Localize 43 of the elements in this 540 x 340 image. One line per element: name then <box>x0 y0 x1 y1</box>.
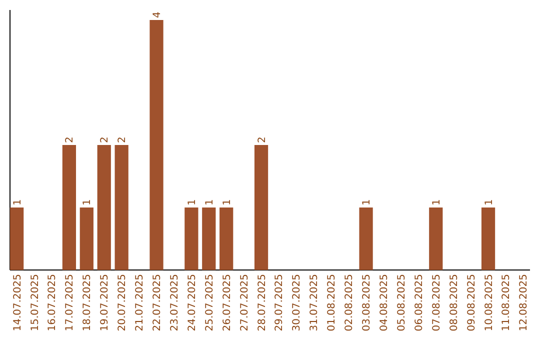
x-tick-label: 14.07.2025 <box>12 274 24 332</box>
data-label: 4 <box>152 12 163 18</box>
x-tick-label: 06.08.2025 <box>414 274 425 332</box>
x-tick-label: 18.07.2025 <box>82 274 94 332</box>
x-tick-label: 27.07.2025 <box>239 274 250 332</box>
x-tick-label: 12.08.2025 <box>518 274 530 332</box>
x-tick-label: 26.07.2025 <box>222 274 233 332</box>
x-tick-label: 22.07.2025 <box>152 274 163 332</box>
data-label: 2 <box>100 136 111 143</box>
x-tick-label: 19.07.2025 <box>100 274 111 332</box>
x-tick-label: 25.07.2025 <box>204 274 216 332</box>
data-label: 2 <box>256 136 268 143</box>
x-tick-label: 31.07.2025 <box>309 274 320 332</box>
data-label: 2 <box>64 136 76 143</box>
x-tick-label: 07.08.2025 <box>431 274 442 332</box>
x-tick-label: 05.08.2025 <box>396 274 408 332</box>
x-tick-label: 16.07.2025 <box>47 274 58 332</box>
x-tick-label: 02.08.2025 <box>344 274 356 332</box>
data-label: 1 <box>186 199 198 206</box>
x-tick-label: 24.07.2025 <box>186 274 198 332</box>
data-label: 1 <box>204 199 216 206</box>
x-tick-label: 23.07.2025 <box>169 274 180 332</box>
x-tick-label: 11.08.2025 <box>501 274 512 332</box>
x-tick-label: 09.08.2025 <box>466 274 478 332</box>
x-tick-label: 15.07.2025 <box>30 274 41 332</box>
data-label: 1 <box>362 199 373 206</box>
x-tick-label: 21.07.2025 <box>134 274 146 332</box>
x-tick-label: 01.08.2025 <box>326 274 338 332</box>
data-label: 1 <box>431 199 442 206</box>
data-label: 1 <box>82 199 94 206</box>
x-tick-label: 28.07.2025 <box>256 274 268 332</box>
x-tick-label: 04.08.2025 <box>379 274 390 332</box>
x-tick-label: 08.08.2025 <box>448 274 460 332</box>
x-tick-label: 20.07.2025 <box>117 274 128 332</box>
x-tick-label: 10.08.2025 <box>484 274 495 332</box>
x-tick-label: 29.07.2025 <box>274 274 286 332</box>
x-tick-label: 30.07.2025 <box>292 274 303 332</box>
data-label: 2 <box>117 136 128 143</box>
x-tick-label: 03.08.2025 <box>362 274 373 332</box>
x-tick-label: 17.07.2025 <box>64 274 76 332</box>
data-label: 1 <box>222 199 233 206</box>
data-label: 1 <box>12 199 24 206</box>
data-label: 1 <box>484 199 495 206</box>
